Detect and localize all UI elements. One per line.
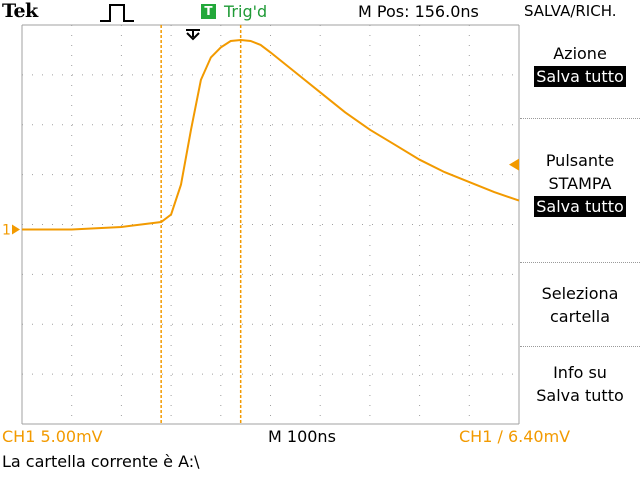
print-button-line2: STAMPA <box>548 174 612 193</box>
info-line1: Info su <box>553 363 607 382</box>
trigger-status-icon: T <box>201 4 216 19</box>
main-position-readout: M Pos: 156.0ns <box>358 2 479 21</box>
menu-separator <box>520 118 640 119</box>
trigger-level-readout: CH1 ∕ 6.40mV <box>459 427 571 446</box>
cursor-lines <box>160 25 242 424</box>
action-button[interactable]: Azione Salva tutto <box>520 42 640 88</box>
graticule <box>21 24 520 425</box>
timebase-readout: M 100ns <box>268 427 336 446</box>
current-folder-message: La cartella corrente è A:\ <box>2 452 200 471</box>
ch1-ground-arrow <box>12 224 20 235</box>
action-title: Azione <box>553 44 607 63</box>
info-button[interactable]: Info su Salva tutto <box>520 361 640 407</box>
print-button-option[interactable]: Pulsante STAMPA Salva tutto <box>520 149 640 218</box>
ch1-scale-readout: CH1 5.00mV <box>2 427 103 446</box>
action-value: Salva tutto <box>534 66 626 87</box>
pulse-icon <box>100 4 134 22</box>
info-line2: Salva tutto <box>536 386 624 405</box>
menu-separator <box>520 346 640 347</box>
top-status-bar: Tek T Trig'd M Pos: 156.0ns SALVA/RICH. <box>0 0 640 24</box>
print-button-line1: Pulsante <box>545 151 615 170</box>
select-folder-line2: cartella <box>550 307 610 326</box>
trigger-level-marker <box>509 158 519 171</box>
trigger-status: Trig'd <box>224 2 268 21</box>
side-menu: Azione Salva tutto Pulsante STAMPA Salva… <box>520 24 640 428</box>
brand-logo: Tek <box>2 0 38 22</box>
select-folder-button[interactable]: Seleziona cartella <box>520 282 640 328</box>
ch1-ground-marker: 1 <box>2 222 11 238</box>
print-button-value: Salva tutto <box>534 196 626 217</box>
ch1-trace <box>22 38 520 231</box>
menu-separator <box>520 262 640 263</box>
select-folder-line1: Seleziona <box>541 284 619 303</box>
menu-title: SALVA/RICH. <box>524 2 617 20</box>
trigger-position-marker <box>186 29 200 41</box>
waveform-display: 1 <box>2 24 520 425</box>
